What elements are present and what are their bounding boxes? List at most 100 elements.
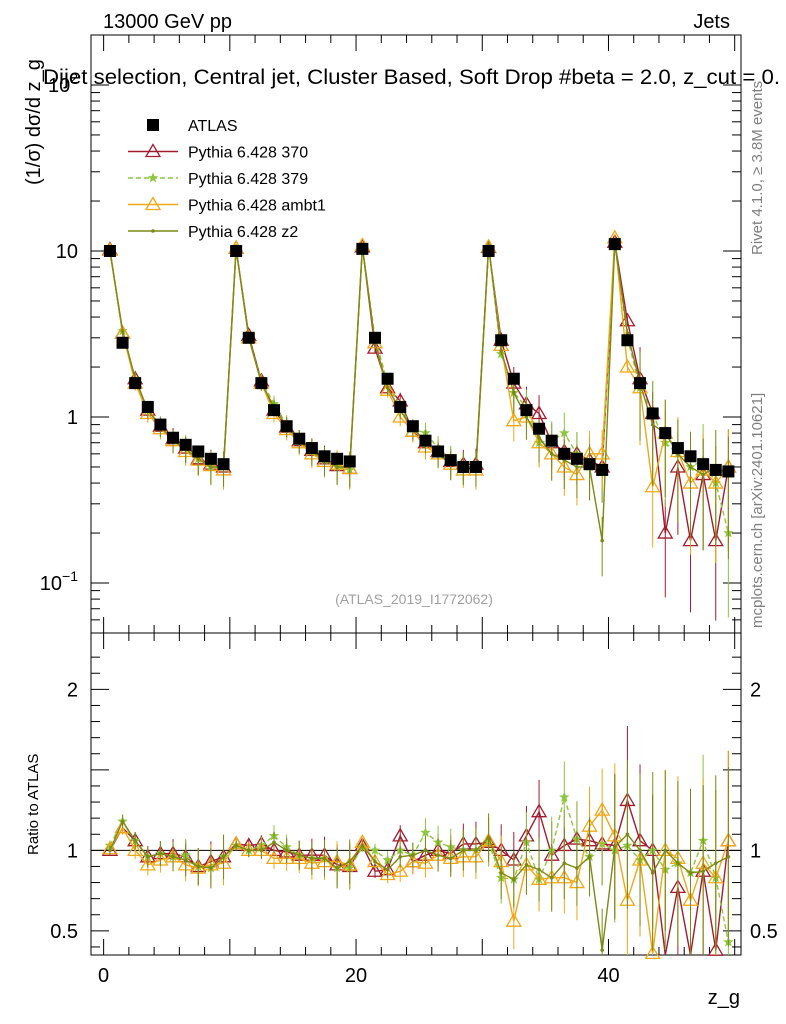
data-point <box>280 420 293 433</box>
legend-entry: Pythia 6.428 z2 <box>128 224 298 241</box>
data-point <box>385 385 390 390</box>
legend-marker <box>144 143 162 158</box>
data-point <box>644 478 661 493</box>
data-point <box>293 432 306 445</box>
ratio-point <box>417 854 434 869</box>
legend-entry: Pythia 6.428 379 <box>128 171 308 188</box>
y-tick-label: 10 <box>56 241 78 263</box>
data-point <box>305 442 318 455</box>
ratio-y-tick-label: 1 <box>750 840 761 862</box>
data-point <box>625 331 630 335</box>
data-point <box>559 427 570 438</box>
legend-marker <box>147 119 159 131</box>
ratio-point <box>234 843 238 848</box>
ratio-point <box>575 866 579 870</box>
data-point <box>634 377 647 390</box>
ratio-point <box>676 861 680 866</box>
ratio-point <box>600 948 604 952</box>
data-point <box>331 452 344 465</box>
mcplots-label: mcplots.cern.ch [arXiv:2401.10621] <box>749 393 766 628</box>
data-point <box>129 377 142 390</box>
plot-title: Dijet selection, Central jet, Cluster Ba… <box>43 66 780 89</box>
ratio-point <box>158 851 163 856</box>
legend-entry: Pythia 6.428 370 <box>128 143 308 162</box>
ratio-point <box>688 871 693 875</box>
data-point <box>141 400 154 413</box>
series-line <box>109 242 729 541</box>
ratio-point <box>335 866 339 870</box>
ratio-point <box>420 827 431 838</box>
ratio-point <box>385 867 390 872</box>
ratio-point <box>360 843 365 848</box>
data-point <box>230 244 243 257</box>
ratio-point <box>284 848 289 853</box>
ratio-point <box>650 871 655 875</box>
data-point <box>608 238 621 251</box>
data-point <box>619 312 636 327</box>
data-point <box>366 339 384 354</box>
data-point <box>575 465 579 469</box>
data-point <box>684 450 697 463</box>
data-point <box>512 390 516 395</box>
ratio-point <box>366 862 384 877</box>
ratio-series-line <box>109 797 730 956</box>
data-point <box>204 452 217 465</box>
ratio-y-axis-label: Ratio to ATLAS <box>25 754 42 855</box>
ratio-series-pythia-6-428-z2 <box>108 759 731 955</box>
ratio-series-group <box>101 726 737 960</box>
series-pythia-6-428-379 <box>104 238 734 618</box>
data-point <box>650 422 655 427</box>
legend-marker <box>147 172 159 183</box>
x-axis-label: z_g <box>708 987 740 1009</box>
legend-entry: Pythia 6.428 ambt1 <box>128 196 326 215</box>
data-point <box>335 465 339 469</box>
ratio-point <box>392 862 409 877</box>
ratio-point <box>713 861 718 866</box>
ratio-point <box>530 803 548 818</box>
ratio-point <box>461 848 466 853</box>
data-point <box>659 427 672 440</box>
data-point <box>255 377 268 390</box>
ratio-point <box>411 853 415 857</box>
ratio-y-tick-label: 0.5 <box>750 921 778 943</box>
legend: ATLAS Pythia 6.428 370 Pythia 6.428 379 Pyt… <box>128 118 326 241</box>
data-point <box>469 460 482 473</box>
ratio-point <box>644 945 661 960</box>
legend-label: Pythia 6.428 ambt1 <box>188 198 326 215</box>
rivet-label: Rivet 4.1.0, ≥ 3.8M events <box>749 81 766 255</box>
data-point <box>432 445 445 458</box>
ratio-point <box>133 838 137 843</box>
ratio-point <box>259 848 264 853</box>
ratio-point <box>379 866 396 881</box>
ratio-point <box>499 871 503 875</box>
ratio-point <box>398 854 403 859</box>
legend-label: ATLAS <box>188 118 238 135</box>
data-point <box>657 524 674 539</box>
ratio-point <box>322 856 327 861</box>
ratio-point <box>549 875 554 880</box>
data-point <box>343 455 356 468</box>
ratio-panel-frame <box>90 632 742 956</box>
ratio-point <box>297 853 302 857</box>
legend-label: Pythia 6.428 370 <box>188 145 308 162</box>
data-point <box>268 404 281 417</box>
ratio-point <box>701 869 705 874</box>
data-point <box>697 458 710 471</box>
legend-marker <box>144 196 162 211</box>
data-point <box>167 431 180 444</box>
ratio-point <box>512 877 516 882</box>
ratio-point <box>265 850 283 865</box>
ratio-point <box>594 801 611 816</box>
data-point <box>596 463 609 476</box>
data-point <box>356 242 369 255</box>
data-point <box>444 454 457 467</box>
data-point <box>619 358 636 373</box>
ratio-point <box>587 854 592 859</box>
ratio-point <box>373 859 377 864</box>
data-point <box>499 349 503 353</box>
data-point <box>394 400 407 413</box>
data-point <box>196 457 201 461</box>
ratio-axis-ticks: 0 20 40 0.5 0.5 1 1 2 2 <box>50 633 778 987</box>
ratio-point <box>448 856 453 861</box>
